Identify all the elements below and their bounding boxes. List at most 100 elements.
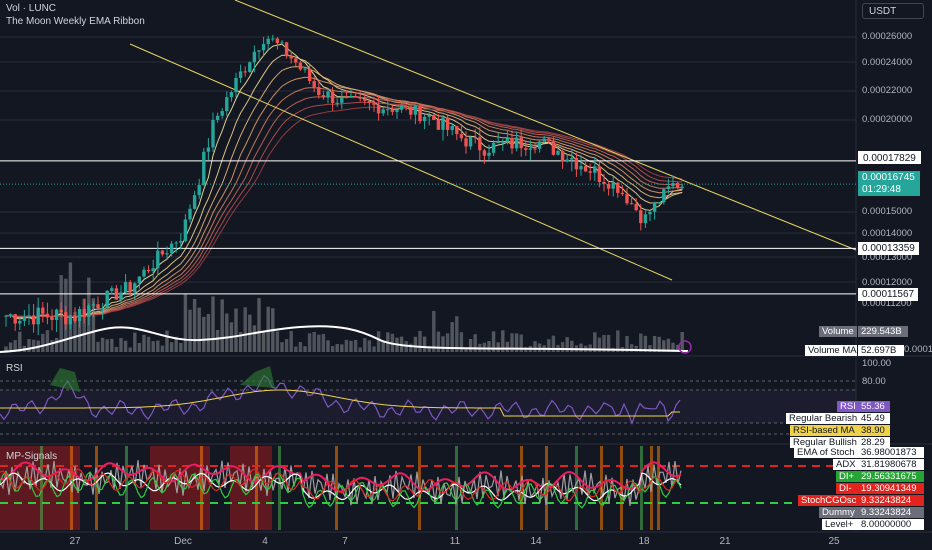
candle-body — [662, 189, 666, 203]
volume-bar — [160, 345, 165, 352]
candle-body — [556, 151, 560, 155]
candle-body — [616, 182, 620, 193]
candle-body — [41, 307, 45, 314]
level-tag-1: 0.00017829 — [858, 151, 921, 164]
candle-body — [593, 166, 597, 173]
mp-signal-bar — [520, 446, 523, 530]
candle-body — [501, 142, 505, 144]
volume-ma-line — [0, 325, 692, 354]
candle-body — [625, 194, 629, 204]
currency-selector[interactable]: USDT — [862, 3, 924, 19]
volume-bar — [31, 339, 36, 352]
candle-body — [353, 96, 358, 98]
candle-body — [133, 283, 137, 293]
dummy-label: Dummy — [819, 507, 858, 518]
level-tag-3: 0.00011567 — [858, 288, 919, 301]
candle-body — [455, 126, 459, 135]
ema-ribbon-line — [5, 106, 683, 318]
volume-bar — [303, 346, 307, 352]
candle-body — [533, 148, 537, 150]
candle-body — [482, 150, 487, 156]
candle-body — [225, 97, 229, 112]
candle-body — [73, 315, 77, 322]
volume-bar — [643, 335, 648, 352]
volume-bar — [225, 313, 229, 352]
volume-bar — [13, 340, 17, 352]
candle-body — [648, 211, 652, 215]
volume-bar — [123, 340, 128, 352]
candle-body — [229, 92, 234, 98]
volume-bar — [96, 341, 100, 352]
candle-body — [82, 308, 86, 317]
volume-bar — [215, 329, 220, 352]
x-tick: 14 — [530, 536, 542, 547]
candle-body — [156, 250, 160, 269]
candle-body — [634, 203, 638, 211]
alert-icon — [678, 340, 692, 354]
volume-bar — [579, 343, 583, 352]
candle-body — [31, 315, 36, 325]
current-price-tag: 0.00016745 — [858, 171, 920, 184]
candle-body — [349, 96, 353, 98]
ema-stoch-label: EMA of Stoch — [794, 447, 858, 458]
candle-body — [317, 87, 321, 96]
mp-signal-bar — [95, 446, 98, 530]
candle-body — [165, 253, 169, 255]
candle-body — [54, 309, 59, 321]
candle-body — [248, 62, 252, 72]
mp-signal-bar — [657, 446, 660, 530]
candle-body — [671, 182, 675, 187]
candle-body — [146, 269, 151, 272]
candle-body — [666, 186, 671, 190]
regular-bearish-label: Regular Bearish — [786, 413, 858, 424]
candle-body — [611, 182, 615, 189]
candle-body — [390, 109, 395, 112]
candle-body — [312, 81, 316, 88]
volume-bar — [197, 307, 201, 352]
rsi-overbought-fill — [240, 366, 275, 388]
candle-body — [652, 202, 657, 212]
volume-bar — [119, 338, 123, 352]
candle-body — [450, 126, 454, 131]
volume-bar — [8, 342, 13, 352]
candle-body — [524, 148, 528, 150]
trend-channel — [129, 0, 857, 281]
volume-bar — [73, 311, 77, 352]
candle-body — [257, 50, 261, 52]
candle-body — [680, 186, 684, 188]
rsi-value: 55.36 — [858, 401, 890, 412]
candle-body — [399, 106, 404, 110]
candle-body — [294, 58, 298, 63]
volume-bar — [593, 332, 597, 352]
volume-bar — [468, 338, 473, 352]
candle-body — [551, 140, 556, 155]
candle-body — [13, 314, 17, 324]
level-tag-2: 0.00013359 — [858, 242, 919, 255]
volume-bar — [501, 330, 505, 352]
volume-bar — [100, 337, 105, 352]
volume-bar — [179, 343, 183, 352]
volume-bar — [533, 341, 537, 352]
volume-bar — [441, 336, 445, 352]
volume-bar — [560, 342, 565, 352]
volume-bar — [551, 335, 556, 352]
volume-bar — [188, 309, 192, 352]
x-tick: 18 — [638, 536, 650, 547]
volume-bar — [482, 342, 487, 352]
candle-body — [234, 77, 238, 93]
volume-bar — [353, 339, 358, 352]
candle-body — [478, 137, 482, 151]
volume-bar — [326, 340, 330, 352]
volume-bar — [252, 325, 257, 352]
candle-body — [620, 192, 625, 195]
volume-bar — [639, 333, 643, 352]
volume-ma-value: 52.697B — [858, 345, 904, 356]
candle-body — [192, 195, 197, 209]
volume-value: 229.543B — [858, 326, 908, 337]
legend-indicator: The Moon Weekly EMA Ribbon — [6, 16, 145, 27]
volume-bar — [519, 334, 523, 352]
rsi-line — [0, 374, 681, 425]
candle-body — [657, 202, 661, 204]
di-minus-label: DI- — [836, 483, 858, 494]
